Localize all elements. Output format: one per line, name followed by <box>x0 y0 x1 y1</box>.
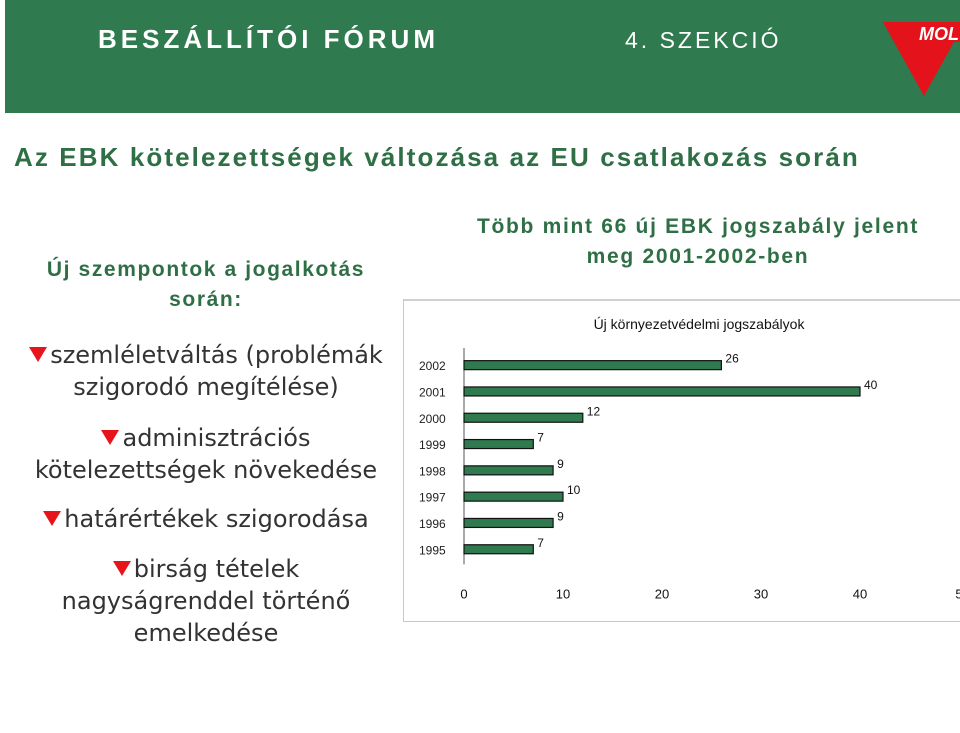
category-label: 1995 <box>419 543 446 557</box>
right-heading-line1: Több mint 66 új EBK jogszabály jelent <box>476 215 920 238</box>
right-heading: Több mint 66 új EBK jogszabály jelent me… <box>418 212 960 272</box>
category-label: 2000 <box>419 412 446 426</box>
category-label: 2002 <box>419 359 446 373</box>
bar <box>463 412 584 423</box>
right-heading-line2: meg 2001-2002-ben <box>586 245 810 268</box>
bullet-text: nagyságrenddel történő <box>61 587 351 615</box>
category-label: 1998 <box>419 464 446 478</box>
bar <box>463 491 564 502</box>
header-banner: BESZÁLLÍTÓI FÓRUM 4. SZEKCIÓ MOL <box>5 0 960 113</box>
page-title: Az EBK kötelezettségek változása az EU c… <box>14 142 860 172</box>
bar <box>463 517 554 529</box>
category-label: 1997 <box>419 491 446 505</box>
bullet-text: birság tételek <box>133 555 300 583</box>
bullet-text: emelkedése <box>133 619 279 647</box>
forum-title: BESZÁLLÍTÓI FÓRUM <box>98 24 439 54</box>
bar <box>463 544 534 555</box>
data-label: 26 <box>725 352 739 366</box>
bullet-item: adminisztrációs kötelezettségek növekedé… <box>20 422 392 486</box>
left-heading-line1: Új szempontok a jogalkotás <box>46 258 366 281</box>
data-label: 7 <box>537 431 544 445</box>
category-label: 1999 <box>419 438 446 452</box>
x-tick-label: 20 <box>655 586 669 601</box>
data-label: 40 <box>864 378 878 392</box>
chart-frame: Új környezetvédelmi jogszabályok 2002 26 20… <box>403 299 960 622</box>
triangle-bullet-icon <box>43 511 62 526</box>
data-label: 10 <box>567 483 581 497</box>
x-tick-label: 40 <box>853 586 867 601</box>
bullet-text: adminisztrációs <box>122 424 311 452</box>
left-heading-line2: során: <box>169 288 243 311</box>
mol-logo: MOL <box>883 22 960 96</box>
x-tick-label: 30 <box>754 586 768 601</box>
bar-chart: Új környezetvédelmi jogszabályok 2002 26 20… <box>419 316 960 601</box>
bullet-item: szemléletváltás (problémák szigorodó meg… <box>20 339 392 403</box>
category-label: 2001 <box>419 385 446 399</box>
bullet-text: határértékek szigorodása <box>64 505 369 533</box>
data-label: 9 <box>557 509 564 523</box>
bullet-text: szemléletváltás (problémák <box>50 341 383 369</box>
triangle-bullet-icon <box>101 430 120 445</box>
bullet-text: szigorodó megítélése) <box>73 373 339 401</box>
triangle-bullet-icon <box>29 347 48 362</box>
triangle-bullet-icon <box>112 561 131 576</box>
data-label: 12 <box>587 404 601 418</box>
bar <box>463 360 722 371</box>
left-heading: Új szempontok a jogalkotás során: <box>20 255 392 315</box>
x-tick-label: 5 <box>955 586 960 601</box>
bullet-text: kötelezettségek növekedése <box>34 456 378 484</box>
data-label: 9 <box>557 457 564 471</box>
category-label: 1996 <box>419 517 446 531</box>
bar <box>463 438 534 450</box>
mol-logo-text: MOL <box>919 24 959 44</box>
x-tick-label: 0 <box>460 586 467 601</box>
chart-title: Új környezetvédelmi jogszabályok <box>594 316 806 332</box>
x-tick-label: 10 <box>556 586 570 601</box>
bar <box>463 386 861 397</box>
data-label: 7 <box>537 536 544 550</box>
section-label: 4. SZEKCIÓ <box>625 27 782 53</box>
bar <box>463 465 554 476</box>
bullet-item: birság tételek nagyságrenddel történő em… <box>20 553 392 649</box>
bullet-item: határértékek szigorodása <box>20 503 392 535</box>
